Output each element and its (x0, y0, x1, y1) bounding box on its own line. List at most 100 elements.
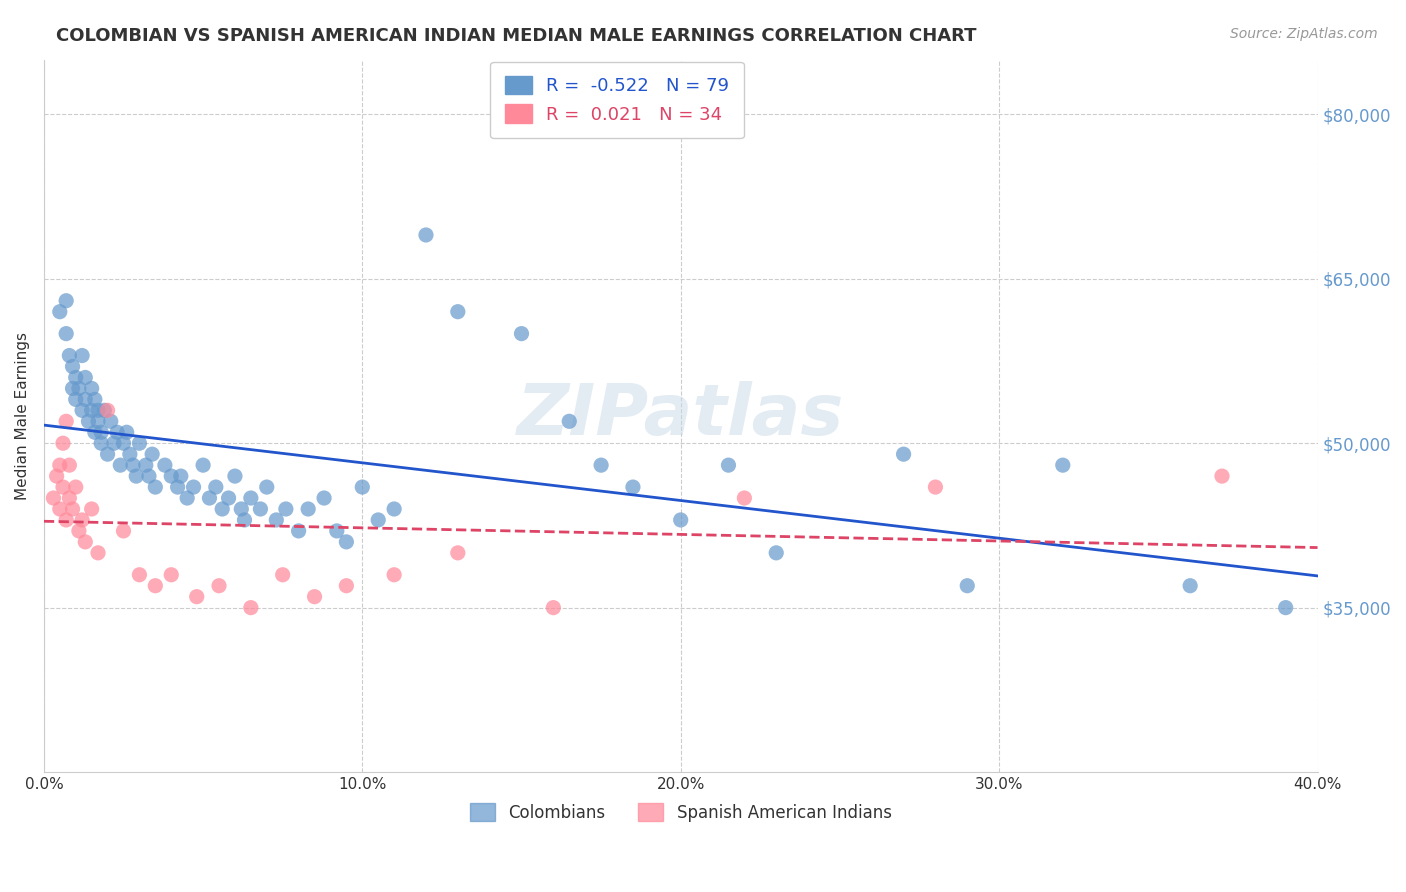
Colombians (717, 458, 740, 472)
Colombians (87, 403, 110, 417)
Colombians (1274, 600, 1296, 615)
Colombians (70, 403, 93, 417)
Text: COLOMBIAN VS SPANISH AMERICAN INDIAN MEDIAN MALE EARNINGS CORRELATION CHART: COLOMBIAN VS SPANISH AMERICAN INDIAN MED… (56, 27, 977, 45)
Spanish American Indians (70, 513, 93, 527)
Spanish American Indians (97, 403, 120, 417)
Spanish American Indians (67, 524, 90, 538)
Colombians (198, 491, 221, 505)
Colombians (55, 293, 77, 308)
Legend: Colombians, Spanish American Indians: Colombians, Spanish American Indians (457, 790, 905, 835)
Colombians (367, 513, 389, 527)
Spanish American Indians (447, 546, 470, 560)
Colombians (893, 447, 915, 461)
Colombians (233, 513, 256, 527)
Colombians (335, 534, 357, 549)
Colombians (67, 381, 90, 395)
Colombians (191, 458, 214, 472)
Colombians (110, 458, 132, 472)
Colombians (1052, 458, 1074, 472)
Spanish American Indians (62, 502, 84, 516)
Colombians (70, 349, 93, 363)
Colombians (83, 425, 105, 440)
Spanish American Indians (52, 480, 75, 494)
Spanish American Indians (58, 458, 80, 472)
Colombians (266, 513, 288, 527)
Spanish American Indians (733, 491, 755, 505)
Spanish American Indians (58, 491, 80, 505)
Colombians (90, 436, 112, 450)
Colombians (62, 381, 84, 395)
Spanish American Indians (160, 567, 183, 582)
Colombians (382, 502, 405, 516)
Colombians (224, 469, 246, 483)
Spanish American Indians (143, 579, 166, 593)
Colombians (125, 469, 148, 483)
Colombians (128, 436, 150, 450)
Spanish American Indians (924, 480, 946, 494)
Colombians (765, 546, 787, 560)
Spanish American Indians (80, 502, 103, 516)
Colombians (170, 469, 193, 483)
Colombians (138, 469, 160, 483)
Spanish American Indians (45, 469, 67, 483)
Colombians (447, 304, 470, 318)
Text: Source: ZipAtlas.com: Source: ZipAtlas.com (1230, 27, 1378, 41)
Colombians (274, 502, 297, 516)
Y-axis label: Median Male Earnings: Median Male Earnings (15, 332, 30, 500)
Colombians (49, 304, 72, 318)
Spanish American Indians (87, 546, 110, 560)
Colombians (103, 436, 125, 450)
Colombians (231, 502, 253, 516)
Colombians (90, 425, 112, 440)
Spanish American Indians (65, 480, 87, 494)
Colombians (153, 458, 176, 472)
Colombians (415, 227, 437, 242)
Colombians (558, 414, 581, 428)
Colombians (669, 513, 692, 527)
Colombians (55, 326, 77, 341)
Colombians (297, 502, 319, 516)
Colombians (218, 491, 240, 505)
Colombians (176, 491, 198, 505)
Spanish American Indians (304, 590, 326, 604)
Colombians (205, 480, 228, 494)
Colombians (65, 370, 87, 384)
Colombians (75, 392, 97, 407)
Spanish American Indians (49, 458, 72, 472)
Spanish American Indians (271, 567, 294, 582)
Colombians (87, 414, 110, 428)
Spanish American Indians (52, 436, 75, 450)
Spanish American Indians (49, 502, 72, 516)
Spanish American Indians (1211, 469, 1233, 483)
Colombians (510, 326, 533, 341)
Colombians (1178, 579, 1201, 593)
Colombians (143, 480, 166, 494)
Spanish American Indians (55, 414, 77, 428)
Colombians (326, 524, 349, 538)
Spanish American Indians (186, 590, 208, 604)
Colombians (83, 392, 105, 407)
Colombians (135, 458, 157, 472)
Spanish American Indians (335, 579, 357, 593)
Colombians (287, 524, 309, 538)
Colombians (956, 579, 979, 593)
Colombians (314, 491, 336, 505)
Colombians (239, 491, 262, 505)
Colombians (118, 447, 141, 461)
Spanish American Indians (382, 567, 405, 582)
Colombians (105, 425, 128, 440)
Colombians (166, 480, 188, 494)
Colombians (122, 458, 145, 472)
Colombians (160, 469, 183, 483)
Colombians (75, 370, 97, 384)
Spanish American Indians (239, 600, 262, 615)
Colombians (621, 480, 644, 494)
Spanish American Indians (75, 534, 97, 549)
Colombians (256, 480, 278, 494)
Colombians (97, 447, 120, 461)
Colombians (62, 359, 84, 374)
Spanish American Indians (208, 579, 231, 593)
Colombians (249, 502, 271, 516)
Colombians (112, 436, 135, 450)
Spanish American Indians (55, 513, 77, 527)
